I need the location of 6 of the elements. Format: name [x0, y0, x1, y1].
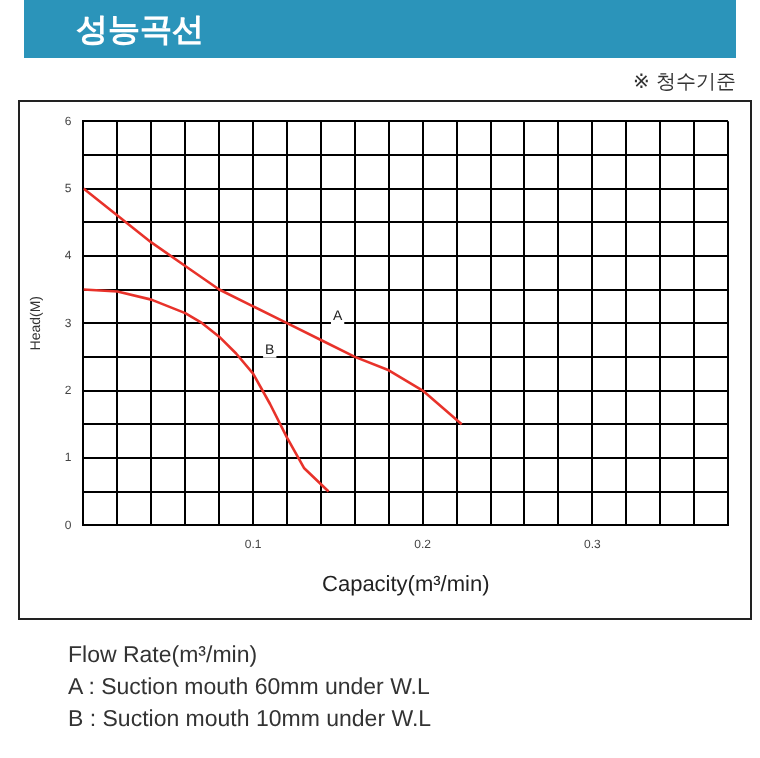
chart-title: 성능곡선 — [24, 0, 736, 58]
text: A : Suction mouth 60mm under W.L — [68, 674, 432, 704]
text: B : Suction mouth 10mm under W.L — [68, 706, 434, 736]
x-axis-title: Capacity(m³/min) — [322, 572, 490, 597]
text: ※ 청수기준 — [630, 70, 736, 98]
text: Flow Rate(m³/min) — [68, 642, 260, 672]
